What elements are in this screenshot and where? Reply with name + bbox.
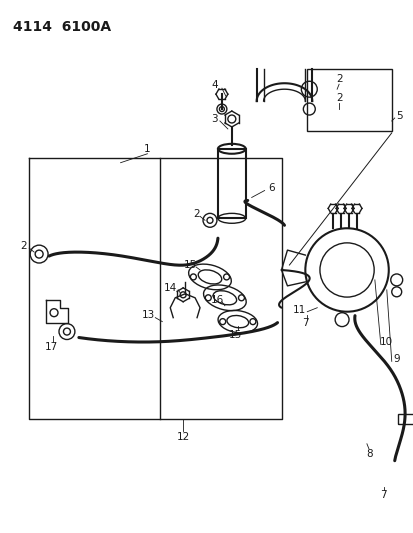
Text: 7: 7 [380, 490, 386, 500]
Text: 8: 8 [366, 449, 372, 459]
Text: 15: 15 [229, 329, 242, 340]
Text: 2: 2 [192, 209, 199, 220]
Text: 15: 15 [183, 260, 196, 270]
Text: 1: 1 [144, 144, 150, 154]
Bar [306, 69, 391, 131]
Text: 13: 13 [141, 310, 154, 320]
Text: 16: 16 [211, 295, 224, 305]
Text: 9: 9 [392, 354, 399, 365]
Text: 11: 11 [292, 305, 305, 314]
Text: 4114  6100A: 4114 6100A [13, 20, 111, 34]
Text: 2: 2 [335, 74, 342, 84]
Text: 5: 5 [395, 111, 402, 121]
Text: 7: 7 [301, 318, 308, 328]
Text: 14: 14 [163, 283, 176, 293]
Text: 3: 3 [211, 114, 218, 124]
Text: 2: 2 [335, 93, 342, 103]
Text: 17: 17 [44, 343, 57, 352]
Text: 2: 2 [20, 241, 26, 251]
Text: 10: 10 [379, 337, 392, 348]
Text: 4: 4 [211, 80, 218, 90]
Text: 12: 12 [176, 432, 189, 442]
Bar [397, 414, 413, 424]
Bar [217, 149, 245, 219]
Text: 6: 6 [268, 182, 274, 192]
